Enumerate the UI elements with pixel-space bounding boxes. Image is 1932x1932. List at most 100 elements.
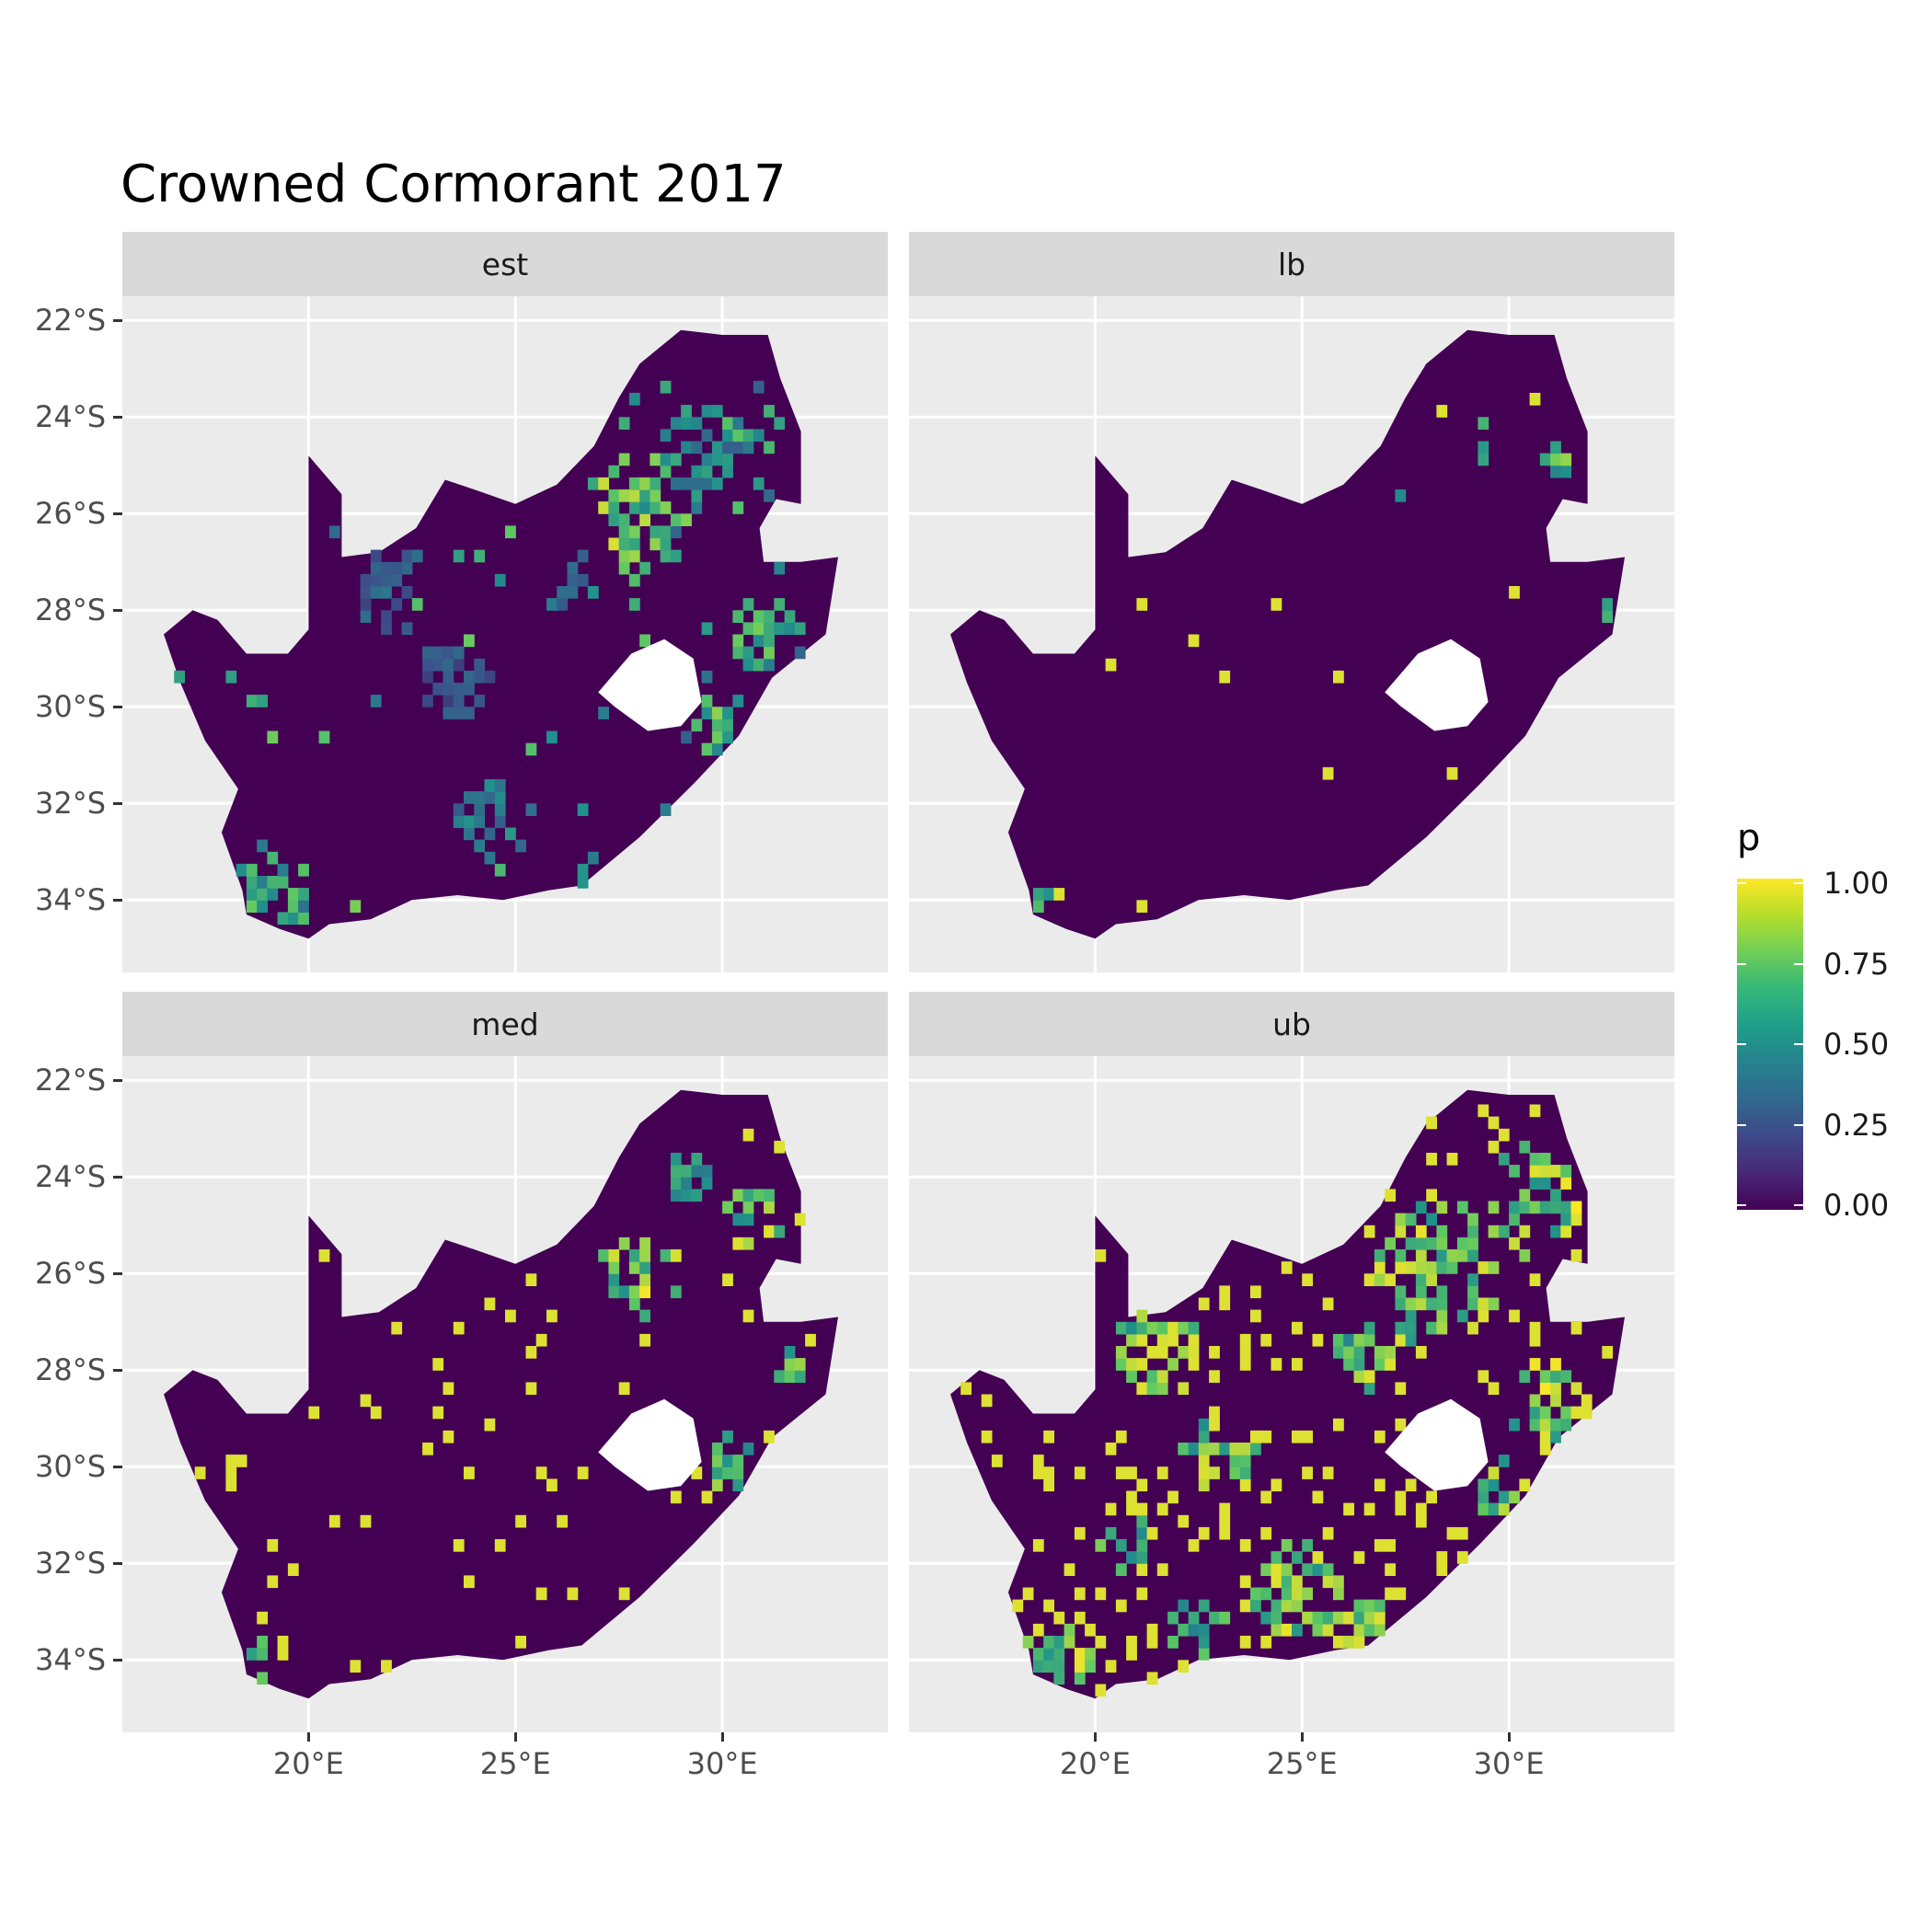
cell	[1539, 1430, 1551, 1443]
cell	[1022, 1587, 1034, 1601]
cell	[691, 501, 703, 514]
cell	[1529, 1358, 1541, 1371]
cell	[1043, 1466, 1054, 1479]
cell	[722, 417, 733, 430]
cell	[722, 707, 733, 719]
cell	[401, 549, 413, 563]
cell	[1322, 1575, 1334, 1589]
cell	[1198, 1623, 1210, 1637]
cell	[1395, 1382, 1407, 1396]
cell	[1560, 1370, 1572, 1383]
cell	[1529, 1418, 1541, 1432]
cell	[1136, 1587, 1148, 1601]
legend-tick-mark	[1737, 1204, 1746, 1206]
cell	[701, 622, 713, 636]
cell	[1333, 1636, 1344, 1649]
cell	[1415, 1285, 1427, 1299]
cell	[701, 429, 713, 443]
y-tick-mark	[113, 415, 122, 419]
cell	[1570, 1213, 1582, 1226]
cell	[650, 525, 661, 539]
cell	[1498, 1153, 1510, 1166]
cell	[1353, 1611, 1365, 1625]
cell	[246, 1648, 258, 1661]
country-fill	[950, 329, 1625, 939]
cell	[794, 646, 806, 660]
cell	[277, 1636, 289, 1649]
cell	[1550, 1430, 1561, 1443]
cell	[1363, 1599, 1375, 1613]
cell	[267, 851, 279, 865]
cell	[1529, 1165, 1541, 1178]
cell	[1322, 766, 1334, 780]
cell	[650, 453, 661, 466]
cell	[1198, 1648, 1210, 1661]
y-tick-label: 22°S	[34, 303, 106, 339]
cell	[1529, 1153, 1541, 1166]
cell	[1602, 1346, 1614, 1359]
cell	[608, 513, 620, 526]
cell	[701, 707, 713, 719]
cell	[1178, 1321, 1190, 1335]
cell	[639, 1273, 650, 1286]
cell	[701, 1490, 713, 1504]
cell	[1178, 1599, 1190, 1613]
cell	[701, 405, 713, 418]
cell	[577, 549, 589, 563]
excluded-region	[1385, 1398, 1489, 1491]
cell	[1374, 1478, 1386, 1492]
cell	[1374, 1358, 1386, 1371]
cell	[360, 610, 372, 623]
cell	[742, 1236, 754, 1250]
y-tick-label: 30°S	[34, 1449, 106, 1485]
cell	[515, 839, 526, 853]
cell	[484, 779, 496, 792]
cell	[1302, 1611, 1313, 1625]
cell	[1219, 1297, 1231, 1311]
cell	[628, 1261, 640, 1274]
cell	[722, 719, 733, 732]
country-fill	[164, 1089, 838, 1699]
cell	[1198, 1466, 1210, 1479]
cell	[1405, 1213, 1417, 1226]
cell	[1395, 1297, 1407, 1311]
cell	[505, 525, 516, 539]
cell	[453, 803, 465, 816]
cell	[1436, 1201, 1448, 1214]
cell	[246, 695, 258, 707]
cell	[1363, 1321, 1375, 1335]
cell	[1239, 1455, 1251, 1467]
cell	[670, 477, 682, 490]
cell	[1570, 1382, 1582, 1396]
cell	[691, 489, 703, 502]
cell	[1074, 1660, 1086, 1673]
cell	[1498, 1455, 1510, 1467]
cell	[257, 1648, 268, 1661]
cell	[1043, 1430, 1054, 1443]
cell	[246, 900, 258, 913]
cell	[1405, 1236, 1417, 1250]
map-lb	[909, 296, 1674, 972]
cell	[1053, 888, 1065, 901]
cell	[422, 658, 433, 672]
cell	[1539, 453, 1551, 466]
cell	[1426, 1189, 1437, 1202]
cell	[318, 730, 330, 744]
cell	[360, 1394, 372, 1408]
cell	[1302, 1539, 1313, 1552]
cell	[1436, 1551, 1448, 1564]
cell	[764, 634, 775, 648]
cell	[784, 622, 796, 636]
cell	[681, 477, 692, 490]
cell	[577, 1466, 589, 1479]
y-tick-mark	[113, 1368, 122, 1372]
cell	[464, 1575, 475, 1589]
cell	[360, 586, 372, 599]
cell	[1509, 1213, 1520, 1226]
x-tick-label: 25°E	[479, 1746, 551, 1781]
y-tick-label: 26°S	[34, 1256, 106, 1292]
cell	[1436, 1321, 1448, 1335]
cell	[660, 803, 672, 816]
cell	[1260, 1490, 1272, 1504]
cell	[608, 489, 620, 502]
